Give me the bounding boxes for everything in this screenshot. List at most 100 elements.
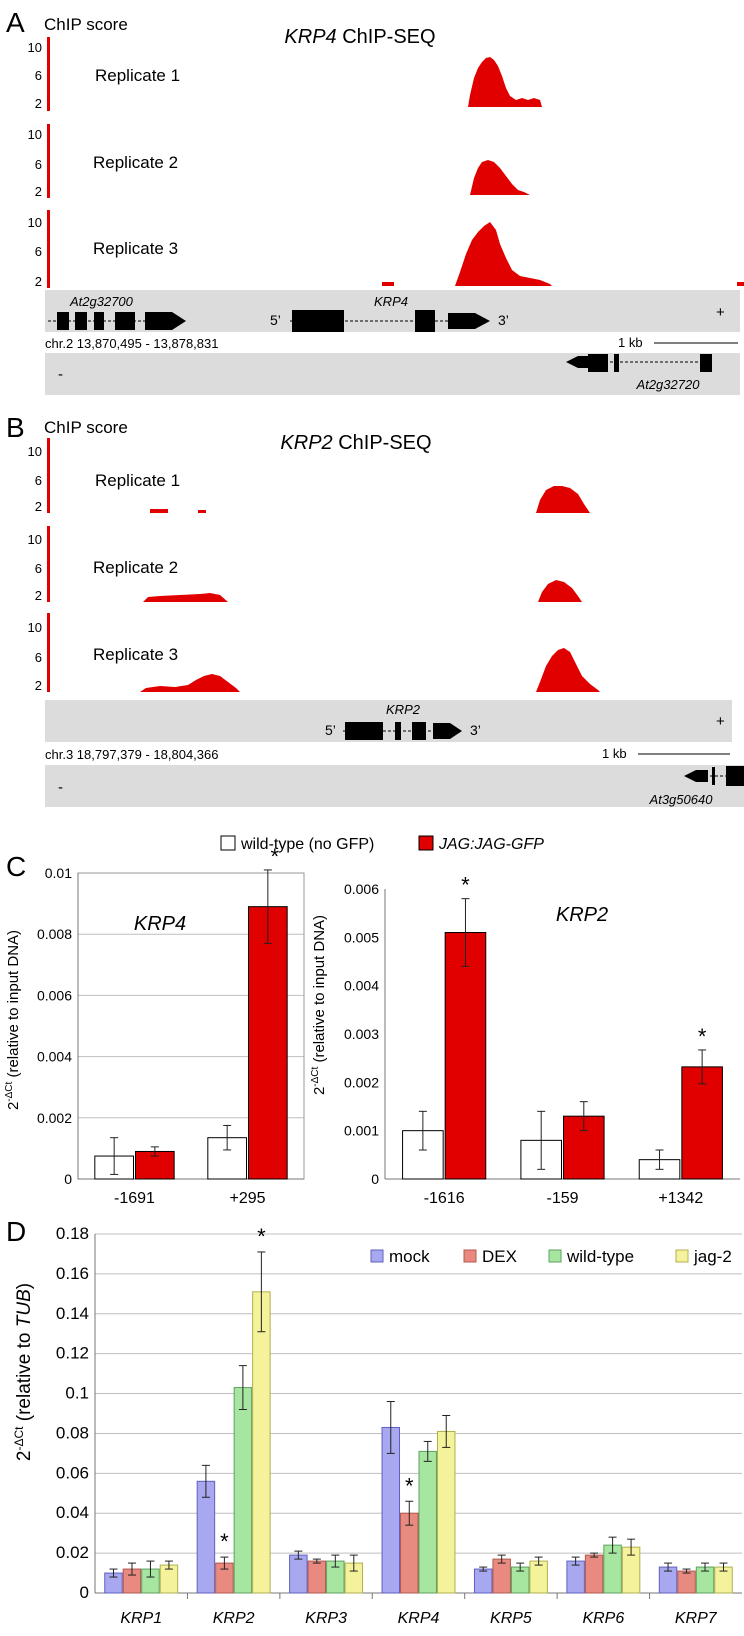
tick-label: 6 — [35, 244, 42, 259]
x-tick-label: -159 — [546, 1190, 578, 1207]
panel-d-letter: D — [6, 1216, 26, 1247]
x-tick-label: KRP2 — [213, 1610, 255, 1627]
panel-a-track-3: 10 6 2 Replicate 3 — [28, 210, 744, 289]
significance-marker: * — [257, 1224, 266, 1249]
track-axis — [47, 210, 50, 288]
five-prime-label: 5’ — [325, 722, 336, 738]
x-tick-label: -1691 — [114, 1190, 155, 1207]
track-axis — [47, 526, 50, 602]
track-background — [45, 700, 732, 742]
bar-jag-jag-gfp — [444, 932, 487, 1180]
chart-title: KRP4 — [134, 913, 186, 935]
tick-label: 6 — [35, 561, 42, 576]
significance-marker: * — [220, 1529, 229, 1554]
tick-label: 2 — [35, 274, 42, 289]
exon — [712, 767, 715, 785]
panel-d-legend: mock DEX wild-type jag-2 — [370, 1247, 732, 1266]
bar-wild-type — [233, 1387, 253, 1594]
tick-label: 6 — [35, 68, 42, 83]
tick-label: 10 — [28, 215, 42, 230]
panel-a-title: KRP4 ChIP-SEQ — [284, 26, 435, 48]
bar-dex — [492, 1558, 511, 1594]
x-tick-label: KRP4 — [398, 1610, 440, 1627]
chart-krp2-chip-qpcr: 0 0.001 0.002 0.003 0.004 0.005 0.006 -1616 * -15… — [344, 873, 740, 1207]
tick-label: 6 — [35, 650, 42, 665]
legend-swatch-wildtype — [220, 835, 236, 851]
panel-a-ylabel: ChIP score — [44, 15, 128, 34]
exon — [395, 722, 401, 740]
chip-peak — [140, 674, 240, 692]
bar-jag-2 — [436, 1430, 456, 1594]
legend-swatch — [548, 1249, 562, 1263]
significance-marker: * — [405, 1473, 414, 1498]
five-prime-label: 5’ — [270, 312, 281, 328]
y-tick-label: 0.16 — [56, 1264, 89, 1283]
ylabel-base: 2 — [5, 1102, 22, 1110]
plus-strand-label: + — [716, 304, 725, 321]
chip-peak-small — [198, 510, 206, 513]
legend-label: wild-type — [566, 1247, 634, 1266]
y-tick-label: 0.006 — [344, 881, 379, 897]
bar-mock — [566, 1560, 585, 1594]
bar-jag-jag-gfp — [248, 906, 288, 1180]
y-tick-label: 0.006 — [37, 987, 72, 1003]
bar-jag-jag-gfp — [681, 1066, 723, 1180]
tick-label: 2 — [35, 96, 42, 111]
three-prime-label: 3’ — [498, 312, 509, 328]
tick-label: 6 — [35, 157, 42, 172]
tick-label: 10 — [28, 620, 42, 635]
y-tick-label: 0.008 — [37, 926, 72, 942]
panel-c-legend: wild-type (no GFP) JAG:JAG-GFP — [220, 835, 544, 853]
track-background — [45, 353, 740, 395]
legend-swatch — [463, 1249, 477, 1263]
panel-b-gene-track-plus: KRP2 5’ 3’ + — [45, 700, 732, 742]
panel-d-ylabel: 2-ΔCt (relative to TUB) — [12, 1283, 35, 1461]
y-tick-label: 0 — [371, 1171, 379, 1187]
exon — [700, 354, 712, 372]
panel-b-track-1: 10 6 2 Replicate 1 — [28, 438, 590, 514]
replicate-label: Replicate 1 — [95, 471, 180, 490]
y-tick-label: 0.04 — [56, 1503, 89, 1522]
bar-mock — [473, 1568, 493, 1594]
panel-c-left-ylabel: 2-ΔCt (relative to input DNA) — [4, 930, 22, 1110]
x-tick-label: -1616 — [424, 1190, 465, 1207]
bar-dex — [307, 1560, 327, 1594]
exon — [94, 312, 104, 330]
chip-peak — [468, 57, 542, 107]
tick-label: 10 — [28, 40, 42, 55]
exon — [415, 310, 435, 332]
significance-marker: * — [461, 873, 470, 898]
significance-marker: * — [698, 1024, 707, 1049]
panel-a-gene-track-minus: - At2g32720 — [45, 353, 740, 395]
exon — [75, 312, 87, 330]
chip-peak — [470, 160, 530, 195]
panel-c-right-ylabel: 2-ΔCt (relative to input DNA) — [310, 915, 328, 1095]
panel-b-title: KRP2 ChIP-SEQ — [280, 432, 431, 454]
tick-label: 2 — [35, 499, 42, 514]
gene-arrow — [566, 356, 590, 368]
significance-marker: * — [271, 844, 280, 869]
legend-label-jag-gfp: JAG:JAG-GFP — [438, 836, 544, 853]
panel-b-title-rest: ChIP-SEQ — [333, 432, 432, 454]
replicate-label: Replicate 3 — [93, 645, 178, 664]
chip-peak-small — [150, 509, 168, 513]
ylabel-superscript: -ΔCt — [12, 1426, 26, 1451]
y-tick-label: 0.08 — [56, 1423, 89, 1442]
y-tick-label: 0.002 — [37, 1110, 72, 1126]
exon — [292, 310, 344, 332]
replicate-label: Replicate 2 — [93, 558, 178, 577]
y-tick-label: 0.005 — [344, 929, 379, 945]
gene-arrow — [684, 770, 708, 782]
panel-b-title-gene: KRP2 — [280, 432, 332, 454]
x-tick-label: +295 — [229, 1190, 265, 1207]
bar-jag-2 — [529, 1560, 548, 1594]
exon — [57, 312, 69, 330]
bar-mock — [196, 1480, 216, 1594]
bar-dex — [677, 1570, 696, 1594]
x-tick-label: +1342 — [658, 1190, 703, 1207]
panel-b-letter: B — [6, 412, 25, 443]
ylabel-base: 2 — [14, 1451, 35, 1462]
exon — [115, 312, 135, 330]
y-tick-label: 0 — [80, 1583, 89, 1602]
panel-b-gene-track-minus: - At3g50640 — [45, 765, 744, 807]
